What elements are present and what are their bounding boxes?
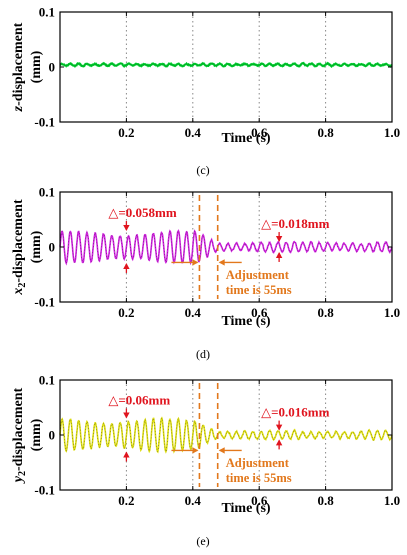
- adjustment-label-line1: Adjustment: [226, 456, 290, 470]
- y-axis-unit: (mm): [29, 50, 44, 83]
- delta-arrowhead-top: [275, 236, 283, 243]
- x-tick-label: 0.2: [118, 305, 134, 320]
- adjustment-arrowhead-right: [218, 447, 225, 454]
- delta-arrowhead-top: [123, 412, 130, 419]
- adjustment-arrowhead-left: [192, 259, 199, 266]
- x-tick-label: 1.0: [384, 493, 400, 508]
- delta-arrowhead-top: [275, 424, 283, 431]
- series-line: [59, 416, 393, 454]
- x-axis-label: Time (s): [221, 501, 270, 516]
- y-tick-label: 0.1: [39, 185, 55, 200]
- x-tick-label: 0.4: [185, 305, 202, 320]
- adjustment-arrowhead-right: [218, 259, 225, 266]
- y-tick-label: -0.1: [34, 295, 55, 310]
- delta-arrowhead-bottom: [123, 262, 130, 269]
- y-axis-label: y2-displacement: [11, 387, 28, 484]
- y-axis-unit: (mm): [29, 230, 44, 263]
- y-axis-label: z-displacement: [11, 22, 26, 112]
- y-tick-label: 0: [49, 240, 56, 255]
- y-tick-label: 0.1: [39, 5, 55, 20]
- panel-caption: (c): [196, 163, 209, 177]
- panel-caption: (e): [196, 534, 209, 548]
- delta-label: △=0.058mm: [108, 205, 176, 220]
- y-axis-unit: (mm): [29, 418, 44, 451]
- series-overlay: [59, 230, 393, 264]
- y-tick-label: -0.1: [34, 483, 55, 498]
- x-tick-label: 0.4: [185, 125, 202, 140]
- x-axis-label: Time (s): [221, 314, 270, 329]
- x-tick-label: 0.8: [317, 305, 334, 320]
- x-tick-label: 0.2: [118, 493, 134, 508]
- adjustment-label-line1: Adjustment: [226, 268, 290, 282]
- y-axis-label: x2-displacement: [11, 199, 28, 296]
- chart-panel-0: 0.2 0.4 0.6 0.8 1.0 0.1 0 -0.1 Time (s) z-displac…: [11, 5, 400, 178]
- panel-caption: (d): [196, 347, 210, 361]
- delta-arrowhead-bottom: [275, 251, 283, 258]
- x-tick-label: 0.4: [185, 493, 202, 508]
- x-tick-label: 1.0: [384, 125, 400, 140]
- delta-arrowhead-top: [123, 225, 130, 232]
- x-tick-label: 0.2: [118, 125, 134, 140]
- y-tick-label: 0: [49, 428, 56, 443]
- delta-arrowhead-bottom: [275, 439, 283, 446]
- adjustment-label-line2: time is 55ms: [226, 283, 292, 297]
- y-tick-label: 0: [49, 60, 56, 75]
- x-tick-label: 0.6: [251, 493, 268, 508]
- delta-label: △=0.06mm: [108, 393, 170, 408]
- x-tick-label: 0.6: [251, 305, 268, 320]
- x-tick-label: 0.6: [251, 125, 268, 140]
- x-tick-label: 0.8: [317, 125, 334, 140]
- x-tick-label: 1.0: [384, 305, 400, 320]
- delta-arrowhead-bottom: [123, 451, 130, 458]
- series-overlay: [59, 62, 393, 67]
- x-axis-label: Time (s): [221, 131, 270, 146]
- y-tick-label: -0.1: [34, 115, 55, 130]
- adjustment-arrowhead-left: [192, 447, 199, 454]
- plot-frame: [59, 11, 393, 123]
- delta-label: △=0.018mm: [261, 216, 329, 231]
- y-tick-label: 0.1: [39, 373, 55, 388]
- adjustment-label-line2: time is 55ms: [226, 471, 292, 485]
- x-tick-label: 0.8: [317, 493, 334, 508]
- delta-label: △=0.016mm: [261, 405, 329, 420]
